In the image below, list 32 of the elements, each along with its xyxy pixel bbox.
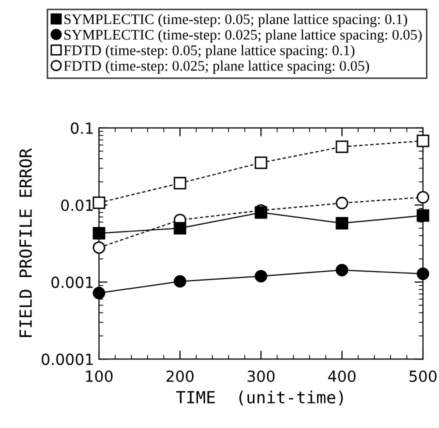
point [174,176,186,190]
y-tick-label: 0.0001 [42,354,93,366]
point [336,216,348,230]
x-tick-label: 100 [86,370,113,382]
point [336,196,348,210]
y-tick-label: 0.1 [70,122,93,134]
x-tick-label: 300 [248,370,275,382]
point [174,275,186,288]
point [92,241,106,254]
point [92,227,106,240]
point [336,264,348,276]
point [174,222,186,234]
x-axis-title: TIME (unit-time) [176,390,343,406]
x-tick-label: 500 [410,370,437,382]
point [336,140,348,154]
point [254,270,268,282]
point [416,191,430,204]
legend-label: SYMPLECTIC (time-step: 0.025; plane lattice spacing: 0.05) [64,29,422,43]
x-tick-label: 400 [328,370,356,382]
x-tick-label: 200 [166,370,194,382]
point [92,286,106,300]
point [416,134,430,148]
y-tick-label: 0.01 [61,199,93,212]
legend-label: FDTD (time-step: 0.05; plane lattice spacing: 0.1) [64,44,354,58]
y-axis-title: FIELD PROFILE ERROR [19,148,32,337]
legend-label: SYMPLECTIC (time-step: 0.05; plane lattice spacing: 0.1) [64,14,408,28]
point [416,268,430,280]
y-tick-label: 0.001 [51,276,93,288]
legend-label: FDTD (time-step: 0.025; plane lattice spacing: 0.05) [64,60,370,74]
point [416,209,430,222]
point [254,156,268,169]
point [92,196,106,209]
